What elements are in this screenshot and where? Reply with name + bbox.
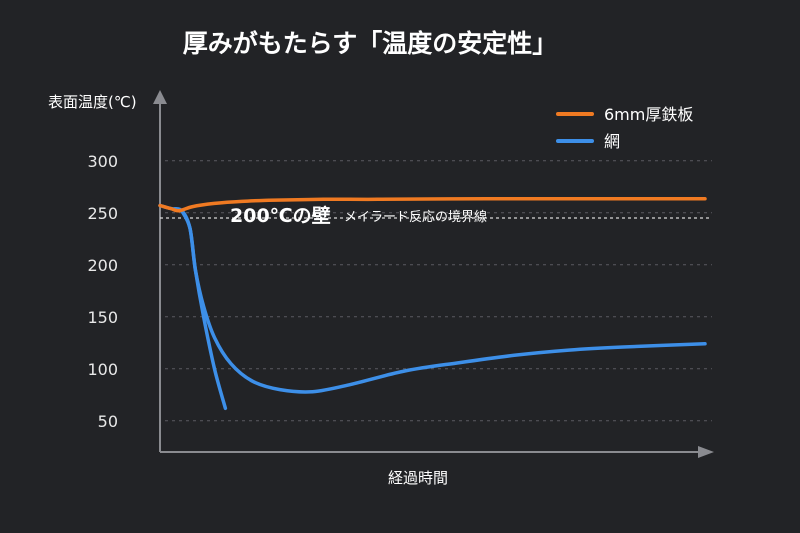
y-tick-label: 50: [98, 412, 118, 431]
legend-label-net: 網: [604, 132, 620, 151]
series-lines: [158, 197, 707, 411]
y-tick-label: 100: [87, 360, 118, 379]
y-tick-labels: 300 250 200 150 100 50: [87, 152, 118, 431]
reference-line-label: 200℃の壁: [230, 204, 331, 227]
series-line-2: [180, 208, 228, 411]
grid-lines: [165, 160, 712, 422]
reference-line-sublabel: メイラード反応の境界線: [344, 209, 487, 225]
y-axis-arrow: [153, 90, 167, 104]
y-tick-label: 200: [87, 256, 118, 275]
series-line-1: [158, 203, 707, 394]
x-axis-label: 経過時間: [388, 469, 448, 487]
y-tick-label: 250: [87, 204, 118, 223]
y-axis-label: 表面温度(℃): [48, 93, 137, 111]
legend: 6mm厚鉄板 網: [556, 105, 693, 151]
x-axis-arrow: [698, 446, 714, 458]
y-tick-label: 300: [87, 152, 118, 171]
legend-label-iron: 6mm厚鉄板: [604, 105, 693, 124]
y-tick-label: 150: [87, 308, 118, 327]
chart-title: 厚みがもたらす「温度の安定性」: [183, 29, 558, 58]
series-line-0: [158, 197, 707, 213]
